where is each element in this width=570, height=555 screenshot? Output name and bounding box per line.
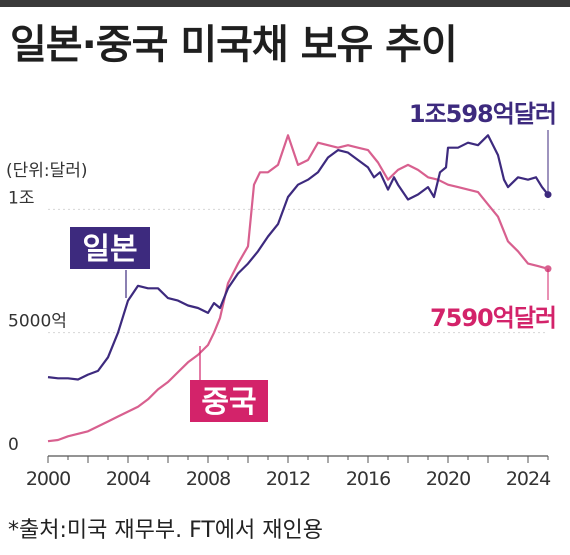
x-tick-label: 2008	[186, 468, 230, 490]
top-rule	[0, 0, 570, 7]
label-box-japan	[70, 227, 150, 269]
x-tick-label: 2016	[346, 468, 390, 490]
x-tick-label: 2000	[26, 468, 70, 490]
label-china: 중국	[201, 385, 256, 420]
end-label-china: 7590억달러	[430, 304, 556, 332]
label-box-china	[190, 380, 268, 422]
x-tick-label: 2004	[106, 468, 151, 490]
series-line-japan	[47, 134, 549, 381]
x-tick-label: 2012	[266, 468, 310, 490]
chart-title: 일본·중국 미국채 보유 추이	[10, 22, 458, 68]
y-tick-label: 1조	[8, 188, 34, 208]
series-line-china	[47, 134, 549, 443]
x-tick-label: 2024	[506, 468, 551, 490]
x-tick-label: 2020	[426, 468, 470, 490]
source-note: *출처:미국 재무부. FT에서 재인용	[8, 518, 323, 543]
end-label-japan: 1조598억달러	[409, 100, 556, 128]
unit-label: (단위:달러)	[6, 161, 88, 181]
y-tick-label: 0	[8, 435, 19, 455]
y-tick-label: 5000억	[8, 312, 67, 332]
label-japan: 일본	[82, 232, 137, 267]
